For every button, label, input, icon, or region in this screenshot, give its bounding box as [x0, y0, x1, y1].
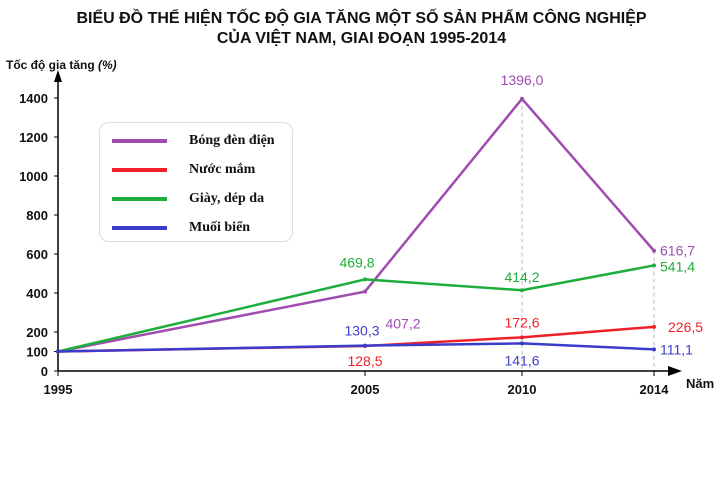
x-tick-label: 2005 [351, 382, 380, 397]
x-tick-label: 1995 [44, 382, 73, 397]
legend-swatch [112, 139, 167, 143]
data-point [520, 288, 524, 293]
data-label: 111,1 [660, 341, 693, 357]
data-label: 226,5 [668, 319, 703, 335]
data-point [652, 248, 656, 253]
x-tick-label: 2014 [640, 382, 670, 397]
x-tick-label: 2010 [508, 382, 537, 397]
legend: Bóng đèn điện Nước mắm Giày, dép da Muối… [99, 122, 293, 242]
data-label: 414,2 [504, 269, 539, 285]
data-label: 141,6 [504, 352, 539, 368]
legend-label: Bóng đèn điện [189, 133, 275, 148]
y-tick-label: 1000 [19, 169, 48, 184]
y-tick-label: 0 [41, 364, 48, 379]
x-axis-arrow-icon [668, 366, 682, 376]
data-label: 130,3 [344, 323, 379, 339]
data-point [652, 263, 656, 268]
y-tick-label: 1400 [19, 91, 48, 106]
data-point [363, 289, 367, 294]
legend-item-muoi-bien: Muối biển [112, 218, 250, 238]
y-tick-label: 1200 [19, 130, 48, 145]
y-tick-label: 400 [26, 286, 48, 301]
data-point [363, 343, 367, 348]
legend-label: Giày, dép da [189, 191, 265, 206]
data-label: 128,5 [347, 353, 382, 369]
legend-item-giay-dep-da: Giày, dép da [112, 189, 264, 209]
y-axis-unit: (%) [98, 58, 117, 72]
legend-item-nuoc-mam: Nước mắm [112, 160, 255, 180]
y-axis-label-text: Tốc độ gia tăng [6, 58, 95, 72]
data-label: 541,4 [660, 258, 695, 274]
y-tick-label: 600 [26, 247, 48, 262]
y-axis-label: Tốc độ gia tăng (%) [6, 58, 117, 72]
y-tick-label: 100 [26, 345, 48, 360]
legend-label: Nước mắm [189, 162, 256, 177]
y-tick-label: 800 [26, 208, 48, 223]
data-point [520, 341, 524, 346]
legend-label: Muối biển [189, 220, 251, 235]
chart-title: BIỂU ĐỒ THỂ HIỆN TỐC ĐỘ GIA TĂNG MỘT SỐ … [76, 10, 647, 27]
y-tick-label: 200 [26, 325, 48, 340]
data-point [363, 277, 367, 282]
y-axis-arrow-icon [54, 70, 62, 82]
data-point [56, 349, 60, 354]
data-point [520, 96, 524, 101]
legend-swatch [112, 197, 167, 201]
series-line-3 [57, 342, 655, 353]
data-point [652, 324, 656, 329]
data-label: 1396,0 [501, 72, 544, 88]
legend-item-bong-den-dien: Bóng đèn điện [112, 131, 275, 151]
data-label: 616,7 [660, 243, 695, 259]
data-point [520, 335, 524, 340]
legend-swatch [112, 168, 167, 172]
data-label: 469,8 [339, 254, 374, 270]
legend-swatch [112, 226, 167, 230]
series-line-2 [57, 264, 655, 353]
data-label: 407,2 [385, 316, 420, 332]
chart-subtitle: CỦA VIỆT NAM, GIAI ĐOẠN 1995-2014 [216, 30, 507, 47]
series-line-0 [57, 96, 655, 353]
x-axis-label: Năm [686, 376, 714, 391]
data-point [652, 347, 656, 352]
data-label: 172,6 [504, 314, 539, 330]
